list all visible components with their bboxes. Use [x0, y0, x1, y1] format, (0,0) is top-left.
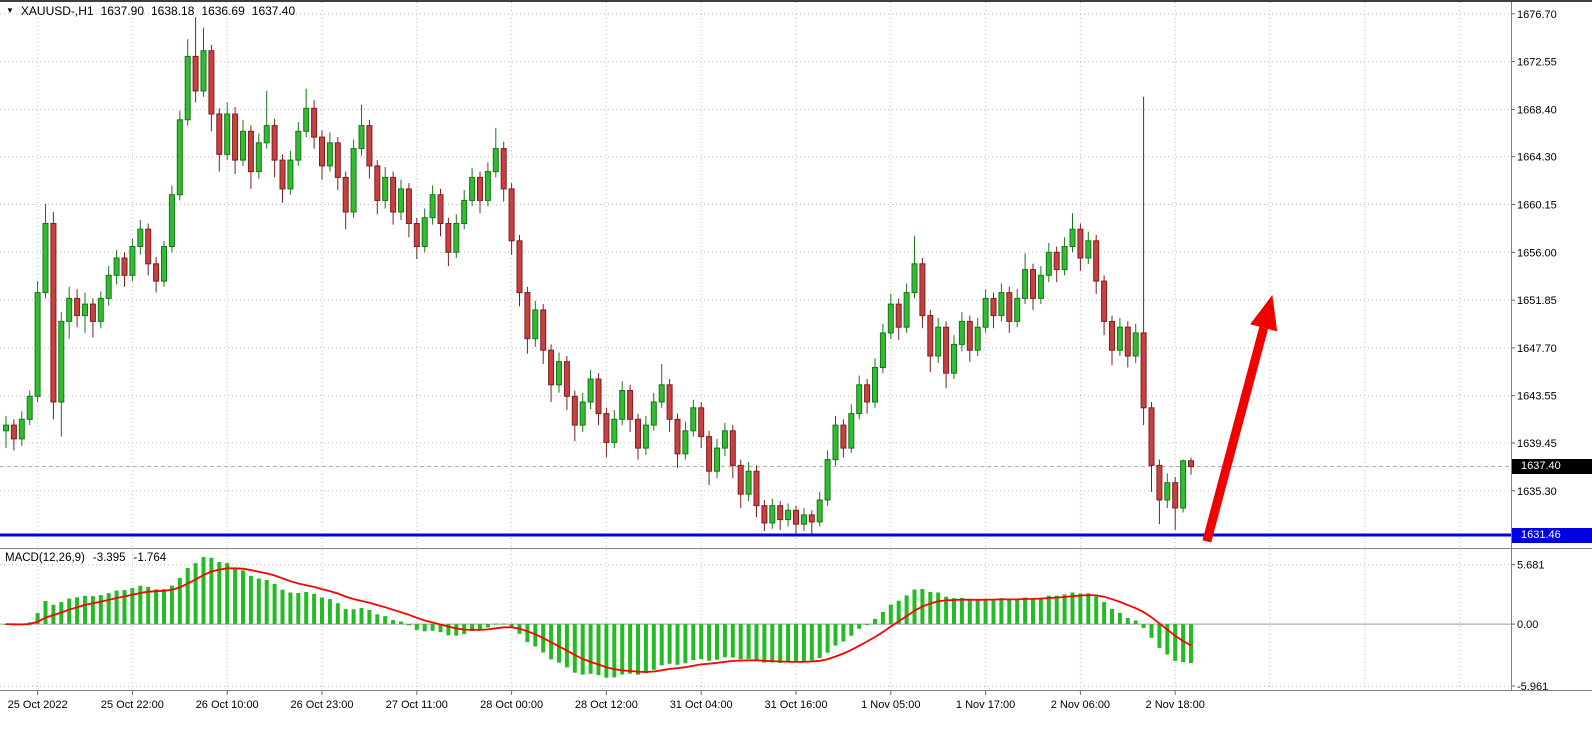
svg-text:1 Nov 17:00: 1 Nov 17:00 [956, 699, 1015, 711]
quote-open: 1637.90 [100, 4, 144, 18]
svg-text:1664.30: 1664.30 [1517, 152, 1557, 164]
svg-text:1643.55: 1643.55 [1517, 391, 1557, 403]
svg-text:1660.15: 1660.15 [1517, 200, 1557, 212]
symbol-period-label: XAUUSD-,H1 [20, 4, 94, 18]
svg-text:26 Oct 23:00: 26 Oct 23:00 [291, 699, 354, 711]
svg-text:31 Oct 16:00: 31 Oct 16:00 [765, 699, 828, 711]
svg-text:1 Nov 05:00: 1 Nov 05:00 [861, 699, 920, 711]
macd-indicator-label: MACD(12,26,9) -3.395 -1.764 [5, 552, 166, 564]
svg-text:0.00: 0.00 [1517, 619, 1538, 631]
svg-text:1651.85: 1651.85 [1517, 295, 1557, 307]
support-line-price-tag: 1631.46 [1512, 527, 1592, 543]
current-price-tag: 1637.40 [1512, 459, 1592, 475]
trend-arrow[interactable] [1202, 294, 1278, 543]
pane-separators [0, 0, 1592, 691]
quote-high: 1638.18 [151, 4, 195, 18]
svg-text:5.681: 5.681 [1517, 560, 1545, 572]
svg-text:1676.70: 1676.70 [1517, 9, 1557, 21]
macd-name: MACD(12,26,9) [5, 552, 85, 564]
symbol-info: ▼ XAUUSD-,H1 1637.90 1638.18 1636.69 163… [6, 4, 295, 18]
svg-text:2 Nov 06:00: 2 Nov 06:00 [1051, 699, 1110, 711]
svg-text:26 Oct 10:00: 26 Oct 10:00 [196, 699, 259, 711]
svg-text:-5.961: -5.961 [1517, 681, 1548, 693]
quote-low: 1636.69 [201, 4, 245, 18]
price-axis-labels: 1676.70 1672.55 1668.40 1664.30 1660.15 1656.… [1511, 9, 1557, 693]
svg-text:1656.00: 1656.00 [1517, 247, 1557, 259]
macd-value: -3.395 [92, 552, 126, 564]
svg-text:1647.70: 1647.70 [1517, 343, 1557, 355]
svg-text:28 Oct 00:00: 28 Oct 00:00 [480, 699, 543, 711]
svg-text:1668.40: 1668.40 [1517, 104, 1557, 116]
macd-signal-line [5, 567, 1192, 673]
svg-text:1672.55: 1672.55 [1517, 57, 1557, 69]
svg-text:25 Oct 22:00: 25 Oct 22:00 [101, 699, 164, 711]
macd-histogram [4, 557, 1193, 678]
svg-text:31 Oct 04:00: 31 Oct 04:00 [670, 699, 733, 711]
symbol-dropdown-icon[interactable]: ▼ [6, 6, 14, 15]
svg-text:28 Oct 12:00: 28 Oct 12:00 [575, 699, 638, 711]
svg-text:1639.45: 1639.45 [1517, 438, 1557, 450]
time-axis-labels: 25 Oct 2022 25 Oct 22:00 26 Oct 10:00 26 Oc… [8, 691, 1205, 711]
macd-signal-value: -1.764 [133, 552, 167, 564]
svg-text:27 Oct 11:00: 27 Oct 11:00 [386, 699, 448, 711]
candles [3, 17, 1194, 535]
svg-text:2 Nov 18:00: 2 Nov 18:00 [1146, 699, 1205, 711]
grid-lines [0, 2, 1511, 690]
window-top-edge [0, 0, 1592, 2]
svg-text:25 Oct 2022: 25 Oct 2022 [8, 699, 68, 711]
svg-text:1635.30: 1635.30 [1517, 486, 1557, 498]
quote-close: 1637.40 [251, 4, 296, 18]
